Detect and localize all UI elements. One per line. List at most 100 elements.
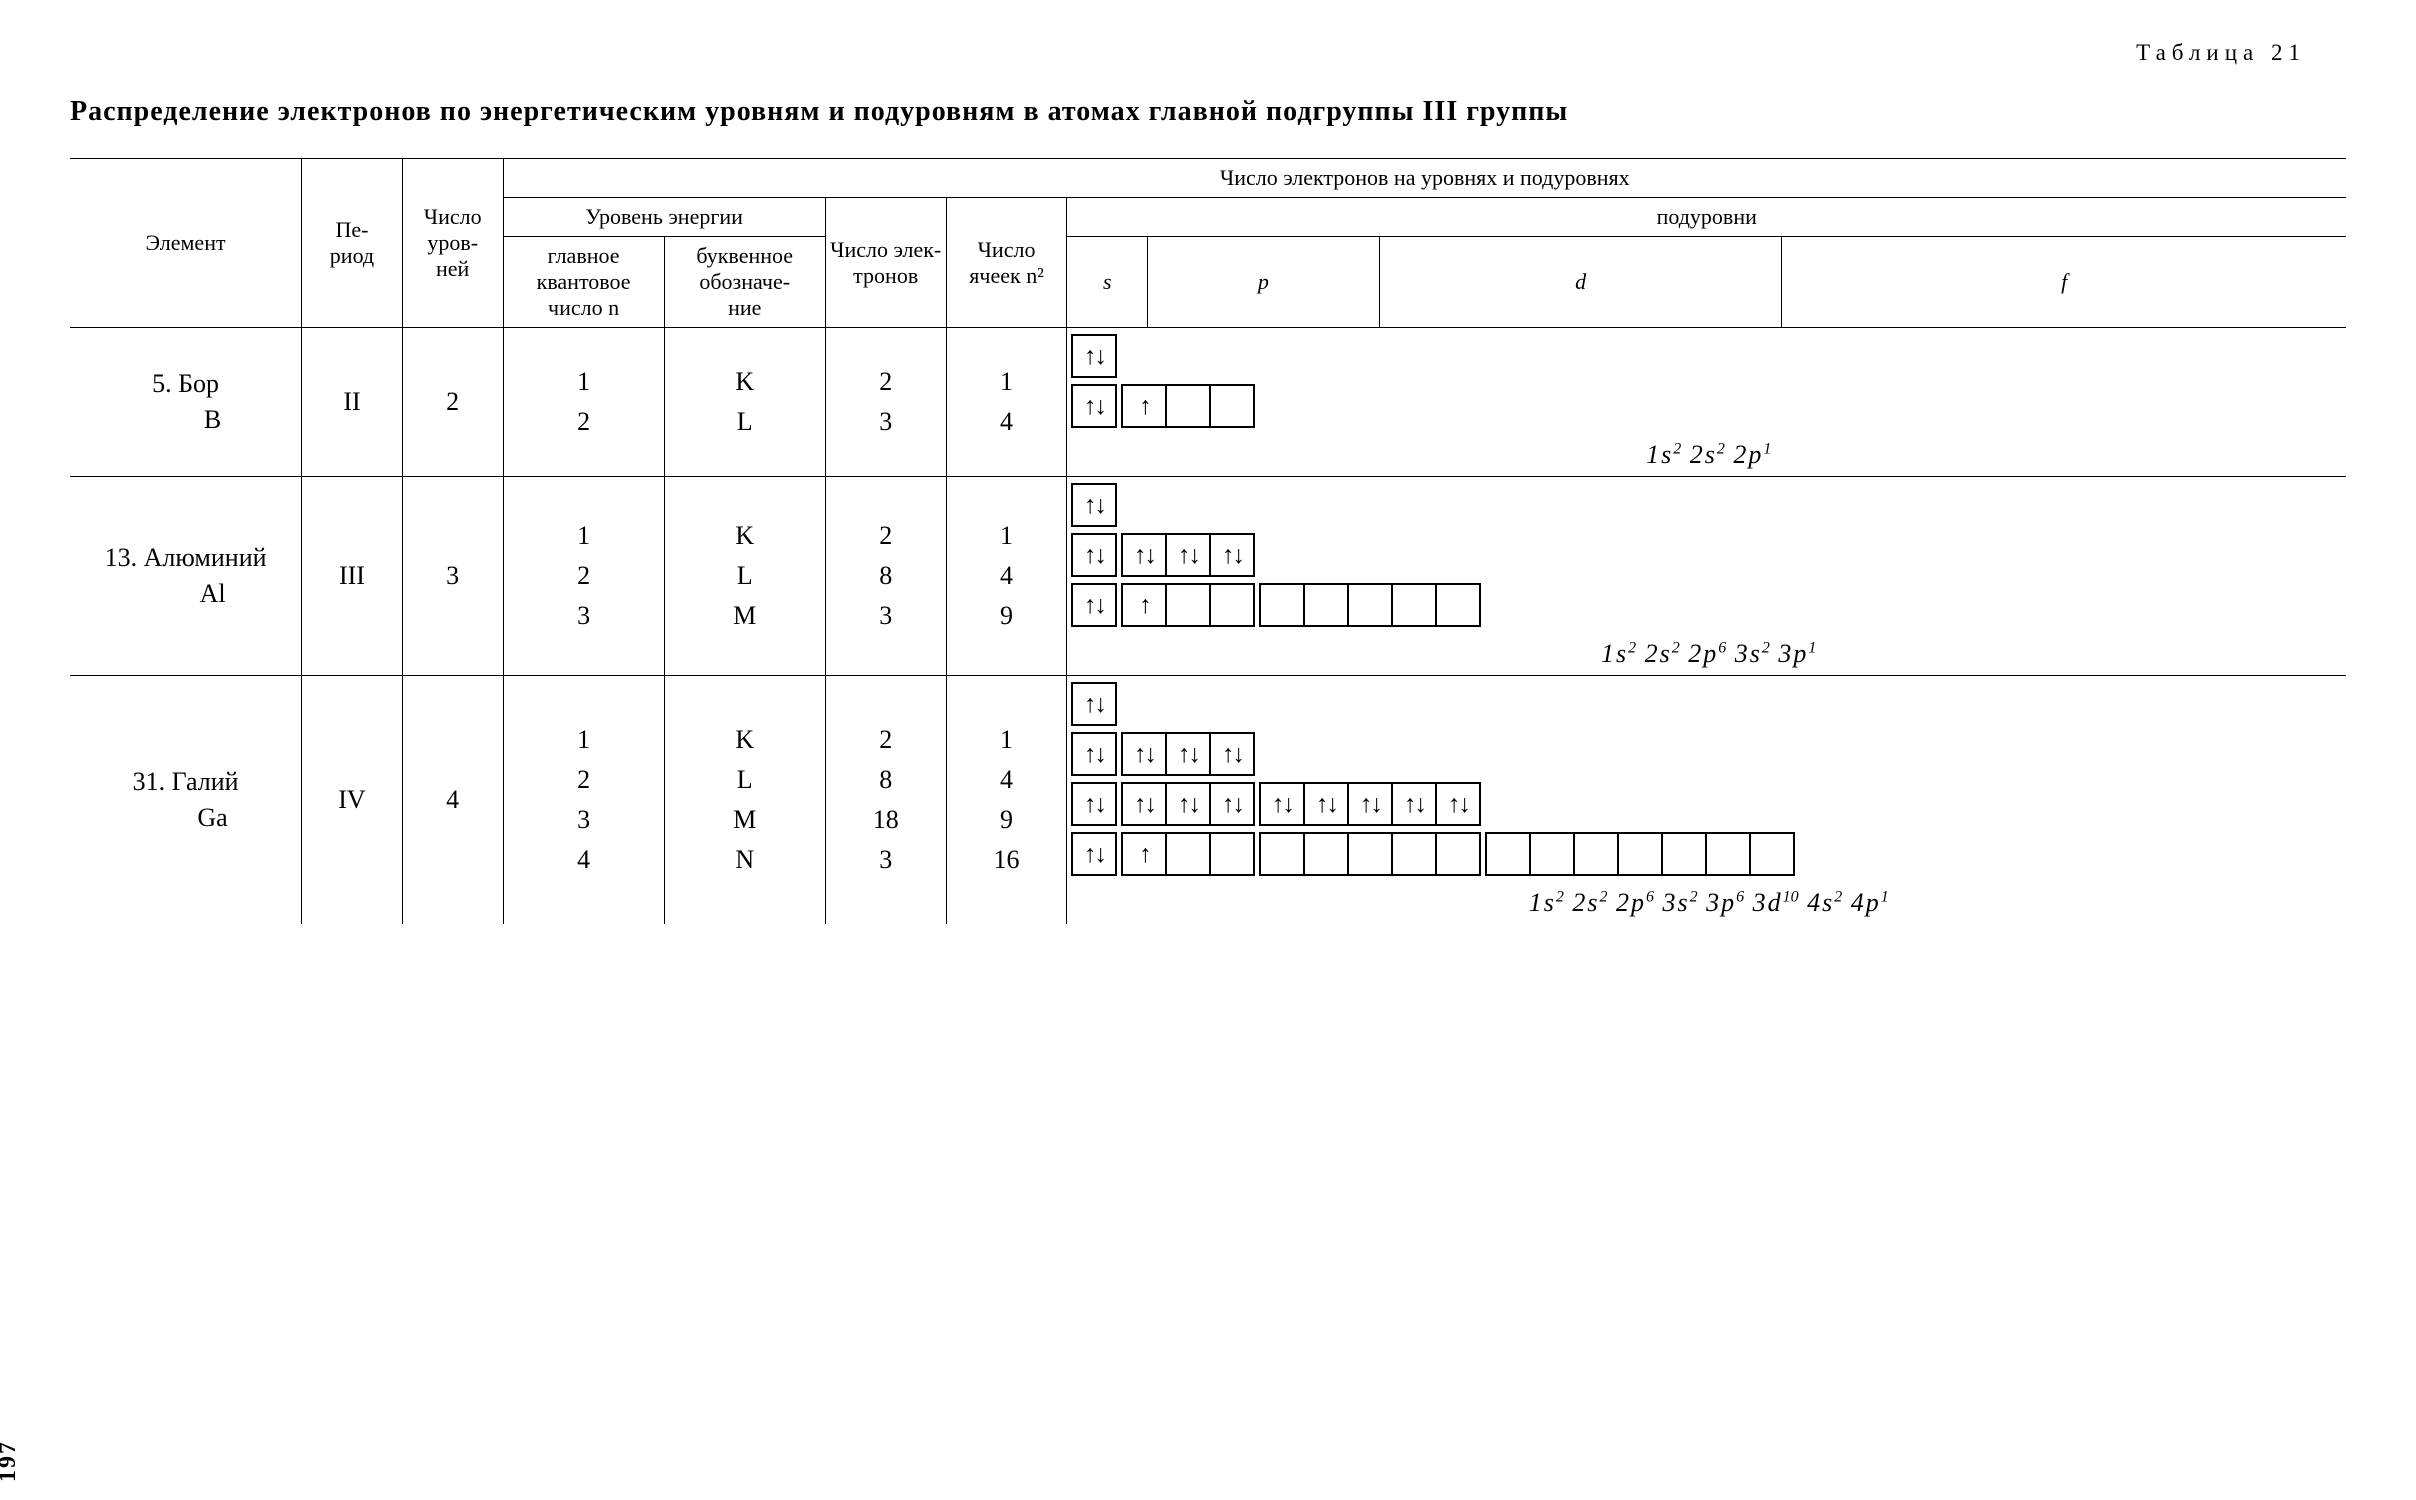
orbital-group: ↑↓ bbox=[1071, 832, 1117, 876]
element-label: 5. Бор bbox=[152, 369, 219, 398]
cell-element: 31. ГалийGa bbox=[70, 676, 302, 925]
orbital-box: ↑↓ bbox=[1167, 734, 1211, 774]
cell-letter-value: M bbox=[733, 601, 756, 631]
cell-n-electrons-value: 3 bbox=[879, 407, 892, 437]
orbital-row: ↑↓ bbox=[1071, 483, 2342, 527]
orbital-box: ↑↓ bbox=[1437, 784, 1479, 824]
table-row: 5. БорBII212KL2314↑↓↑↓↑1s2 2s2 2p1 bbox=[70, 328, 2346, 477]
orbital-group: ↑↓ bbox=[1071, 533, 1117, 577]
orbital-box: ↑↓ bbox=[1123, 784, 1167, 824]
orbital-box: ↑↓ bbox=[1123, 535, 1167, 575]
th-num-levels: Число уров- ней bbox=[402, 159, 503, 328]
orbital-box: ↑↓ bbox=[1073, 585, 1115, 625]
orbital-group bbox=[1259, 583, 1481, 627]
orbital-box bbox=[1261, 585, 1305, 625]
cell-n-cells-value: 16 bbox=[994, 845, 1020, 875]
th-main-q: главное квантовое число n bbox=[503, 237, 664, 328]
element-symbol: B bbox=[74, 402, 297, 438]
orbital-box: ↑↓ bbox=[1073, 734, 1115, 774]
orbital-row: ↑↓↑ bbox=[1071, 832, 2342, 876]
orbital-box bbox=[1487, 834, 1531, 874]
orbital-diagram: ↑↓↑↓↑1s2 2s2 2p1 bbox=[1071, 334, 2342, 470]
orbital-box bbox=[1167, 386, 1211, 426]
orbital-box: ↑↓ bbox=[1261, 784, 1305, 824]
orbital-row: ↑↓ bbox=[1071, 682, 2342, 726]
cell-levels: 2 bbox=[402, 328, 503, 477]
orbital-group bbox=[1259, 832, 1481, 876]
table-row: 13. АлюминийAlIII3123KLM283149↑↓↑↓↑↓↑↓↑↓… bbox=[70, 477, 2346, 676]
cell-letter-value: L bbox=[737, 765, 753, 795]
th-period: Пе- риод bbox=[302, 159, 403, 328]
orbital-box: ↑↓ bbox=[1073, 485, 1115, 525]
cell-n-cells-value: 1 bbox=[1000, 521, 1013, 551]
orbital-box bbox=[1167, 585, 1211, 625]
orbital-box bbox=[1211, 834, 1253, 874]
orbital-group: ↑↓ bbox=[1071, 483, 1117, 527]
cell-n-electrons-value: 3 bbox=[879, 845, 892, 875]
orbital-group: ↑↓↑↓↑↓↑↓↑↓ bbox=[1259, 782, 1481, 826]
cell-period: IV bbox=[302, 676, 403, 925]
th-element: Элемент bbox=[70, 159, 302, 328]
electron-configuration: 1s2 2s2 2p1 bbox=[1071, 440, 2342, 470]
orbital-box bbox=[1437, 834, 1479, 874]
cell-n-cells-value: 1 bbox=[1000, 725, 1013, 755]
element-label: 31. Галий bbox=[133, 767, 239, 796]
orbital-group: ↑ bbox=[1121, 384, 1255, 428]
orbital-group: ↑↓↑↓↑↓ bbox=[1121, 533, 1255, 577]
table-head: Элемент Пе- риод Число уров- ней Число э… bbox=[70, 159, 2346, 328]
table-number-label: Таблица 21 bbox=[70, 40, 2346, 66]
cell-main-q-value: 2 bbox=[577, 561, 590, 591]
cell-period: III bbox=[302, 477, 403, 676]
cell-letter-value: N bbox=[735, 845, 754, 875]
orbital-box: ↑↓ bbox=[1123, 734, 1167, 774]
orbital-box: ↑↓ bbox=[1211, 734, 1253, 774]
element-symbol: Al bbox=[74, 576, 297, 612]
th-letter: буквенное обозначе- ние bbox=[664, 237, 825, 328]
cell-n-electrons: 23 bbox=[825, 328, 946, 477]
cell-orbitals: ↑↓↑↓↑1s2 2s2 2p1 bbox=[1067, 328, 2346, 477]
orbital-group: ↑↓↑↓↑↓ bbox=[1121, 782, 1255, 826]
cell-main-q-value: 3 bbox=[577, 601, 590, 631]
cell-n-cells-value: 4 bbox=[1000, 765, 1013, 795]
cell-main-q: 123 bbox=[503, 477, 664, 676]
electron-distribution-table: Элемент Пе- риод Число уров- ней Число э… bbox=[70, 158, 2346, 924]
orbital-box bbox=[1211, 585, 1253, 625]
cell-letter-value: L bbox=[737, 561, 753, 591]
orbital-box bbox=[1349, 834, 1393, 874]
orbital-box: ↑ bbox=[1123, 386, 1167, 426]
element-label: 13. Алюминий bbox=[105, 543, 267, 572]
orbital-box bbox=[1531, 834, 1575, 874]
page-title: Распределение электронов по энергетическ… bbox=[70, 96, 2346, 128]
orbital-row: ↑↓↑ bbox=[1071, 384, 2342, 428]
th-sublevels: подуровни bbox=[1067, 198, 2346, 237]
cell-n-cells-value: 1 bbox=[1000, 367, 1013, 397]
orbital-diagram: ↑↓↑↓↑↓↑↓↑↓↑↓↑↓↑↓↑↓↑↓↑↓↑↓↑↓↑↓↑↓↑1s2 2s2 2… bbox=[1071, 682, 2342, 918]
cell-n-cells: 149 bbox=[946, 477, 1067, 676]
orbital-box bbox=[1393, 834, 1437, 874]
cell-n-electrons: 283 bbox=[825, 477, 946, 676]
orbital-box bbox=[1349, 585, 1393, 625]
cell-n-electrons-value: 3 bbox=[879, 601, 892, 631]
cell-element: 5. Бор B bbox=[70, 328, 302, 477]
orbital-box: ↑ bbox=[1123, 585, 1167, 625]
orbital-box: ↑ bbox=[1123, 834, 1167, 874]
orbital-box bbox=[1261, 834, 1305, 874]
cell-element: 13. Алюминий Al bbox=[70, 477, 302, 676]
cell-n-cells-value: 9 bbox=[1000, 805, 1013, 835]
orbital-box: ↑↓ bbox=[1073, 684, 1115, 724]
orbital-box bbox=[1619, 834, 1663, 874]
cell-n-electrons: 28183 bbox=[825, 676, 946, 925]
cell-main-q-value: 2 bbox=[577, 407, 590, 437]
electron-configuration: 1s2 2s2 2p6 3s2 3p1 bbox=[1071, 639, 2342, 669]
orbital-box: ↑↓ bbox=[1393, 784, 1437, 824]
cell-main-q-value: 4 bbox=[577, 845, 590, 875]
table-row: 31. ГалийGaIV41234KLMN2818314916↑↓↑↓↑↓↑↓… bbox=[70, 676, 2346, 925]
orbital-diagram: ↑↓↑↓↑↓↑↓↑↓↑↓↑1s2 2s2 2p6 3s2 3p1 bbox=[1071, 483, 2342, 669]
cell-letter: KL bbox=[664, 328, 825, 477]
orbital-box bbox=[1575, 834, 1619, 874]
cell-main-q-value: 1 bbox=[577, 725, 590, 755]
cell-letter: KLM bbox=[664, 477, 825, 676]
cell-n-electrons-value: 8 bbox=[879, 765, 892, 795]
cell-levels: 3 bbox=[402, 477, 503, 676]
orbital-box: ↑↓ bbox=[1073, 784, 1115, 824]
